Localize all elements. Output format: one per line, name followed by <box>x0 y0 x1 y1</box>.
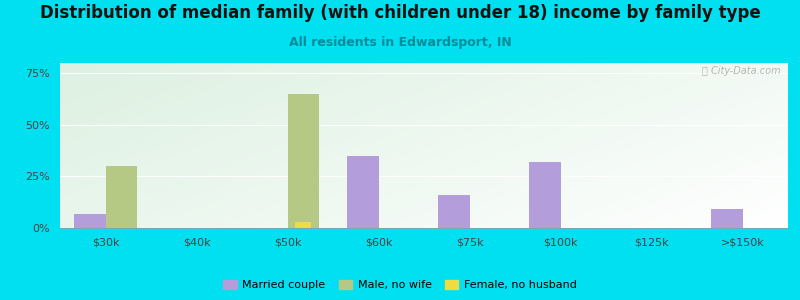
Bar <box>346 156 378 228</box>
Bar <box>74 214 106 228</box>
Bar <box>287 94 319 228</box>
Legend: Married couple, Male, no wife, Female, no husband: Married couple, Male, no wife, Female, n… <box>219 275 581 294</box>
Bar <box>438 195 470 228</box>
Text: Distribution of median family (with children under 18) income by family type: Distribution of median family (with chil… <box>40 4 760 22</box>
Bar <box>106 166 138 228</box>
Bar <box>710 209 742 228</box>
Bar <box>295 222 311 228</box>
Text: ⓘ City-Data.com: ⓘ City-Data.com <box>702 66 781 76</box>
Bar <box>529 162 561 228</box>
Text: All residents in Edwardsport, IN: All residents in Edwardsport, IN <box>289 36 511 49</box>
